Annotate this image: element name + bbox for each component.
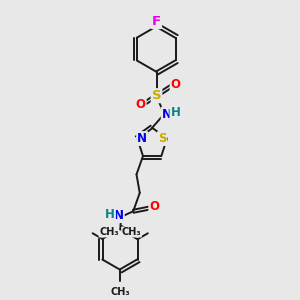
Text: N: N <box>114 209 124 222</box>
Text: S: S <box>158 132 166 145</box>
Text: H: H <box>105 208 115 220</box>
Text: O: O <box>171 78 181 91</box>
Text: F: F <box>152 15 161 28</box>
Text: N: N <box>162 108 172 121</box>
Text: O: O <box>149 200 159 214</box>
Text: O: O <box>136 98 146 111</box>
Text: CH₃: CH₃ <box>122 227 141 237</box>
Text: CH₃: CH₃ <box>110 287 130 297</box>
Text: N: N <box>137 132 147 145</box>
Text: H: H <box>170 106 180 119</box>
Text: S: S <box>152 89 161 102</box>
Text: CH₃: CH₃ <box>99 227 119 237</box>
